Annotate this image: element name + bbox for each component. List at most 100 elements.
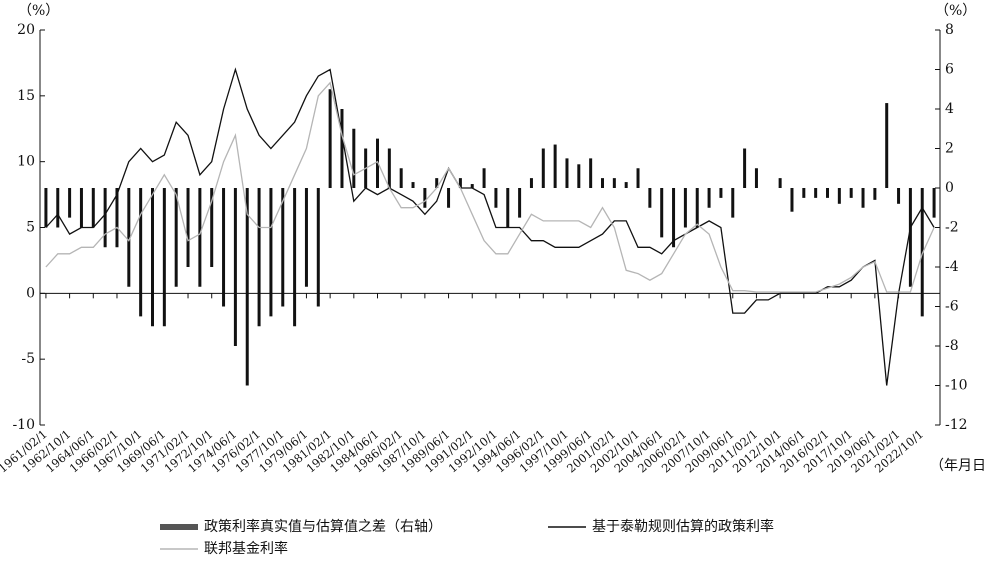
y2-tick-label: -10 xyxy=(945,378,968,394)
bar xyxy=(435,178,439,188)
bar xyxy=(589,158,593,188)
bar xyxy=(103,188,107,248)
bar xyxy=(648,188,652,208)
bar xyxy=(683,188,687,228)
bar xyxy=(897,188,901,204)
y2-tick-label: 6 xyxy=(945,62,954,78)
bar xyxy=(731,188,735,218)
bar xyxy=(814,188,818,198)
bar xyxy=(198,188,202,287)
bar xyxy=(316,188,320,307)
bar xyxy=(672,188,676,248)
bar xyxy=(44,188,48,228)
bar xyxy=(885,103,889,188)
y2-tick-label: 4 xyxy=(945,101,954,117)
y2-tick-label: 8 xyxy=(945,22,954,38)
bar xyxy=(506,188,510,228)
legend-label: 联邦基金利率 xyxy=(204,540,288,557)
bar xyxy=(577,164,581,188)
bar xyxy=(352,128,356,188)
bar xyxy=(541,148,545,188)
bar xyxy=(79,188,83,228)
y2-tick-label: 0 xyxy=(945,180,954,196)
bar xyxy=(68,188,72,218)
bar xyxy=(91,188,95,228)
bar xyxy=(162,188,166,327)
bar xyxy=(553,144,557,188)
y2-unit: （%） xyxy=(935,3,976,19)
x-unit: （年月日 xyxy=(930,458,986,474)
bar xyxy=(174,188,178,287)
bar xyxy=(139,188,143,317)
bar xyxy=(447,188,451,208)
y-tick-label: 10 xyxy=(17,154,35,170)
bar xyxy=(565,158,569,188)
bar xyxy=(269,188,273,317)
bar xyxy=(387,148,391,188)
bar xyxy=(826,188,829,198)
bar xyxy=(293,188,297,327)
bar xyxy=(636,168,640,188)
y-tick-label: 0 xyxy=(26,285,35,301)
bar xyxy=(411,182,415,188)
bar xyxy=(210,188,214,267)
bar xyxy=(115,188,119,248)
bar xyxy=(743,148,747,188)
bar xyxy=(470,184,474,188)
legend-label: 政策利率真实值与估算值之差（右轴） xyxy=(204,518,442,535)
bar xyxy=(186,188,190,267)
y2-tick-label: -2 xyxy=(945,220,959,236)
bar xyxy=(849,188,853,198)
bar xyxy=(281,188,285,307)
line xyxy=(45,81,935,293)
y2-tick-label: 2 xyxy=(945,141,954,157)
bar xyxy=(624,182,628,188)
bar xyxy=(612,178,616,188)
bar xyxy=(529,178,533,188)
bar xyxy=(399,168,403,188)
y-unit: （%） xyxy=(18,3,59,19)
bar xyxy=(802,188,806,198)
bar xyxy=(56,188,60,228)
y-tick-label: -10 xyxy=(12,417,35,433)
bar xyxy=(257,188,261,327)
bar xyxy=(458,178,462,188)
bar xyxy=(719,188,723,198)
y-tick-label: 15 xyxy=(17,88,35,104)
bar xyxy=(222,188,226,307)
bar xyxy=(778,178,782,188)
bar xyxy=(932,188,936,218)
bar xyxy=(423,188,427,208)
bar xyxy=(837,188,841,204)
bar xyxy=(482,168,486,188)
bar xyxy=(601,178,604,188)
bar xyxy=(908,188,912,287)
bar xyxy=(376,138,379,188)
y2-tick-label: -12 xyxy=(945,417,968,433)
bar xyxy=(340,109,344,188)
bar xyxy=(127,188,131,287)
line xyxy=(45,67,935,386)
bar xyxy=(233,188,237,346)
bar xyxy=(304,188,308,287)
bar xyxy=(695,188,699,228)
bar xyxy=(245,188,249,386)
bar xyxy=(518,188,522,218)
legend-label: 基于泰勒规则估算的政策利率 xyxy=(592,518,774,535)
bar xyxy=(494,188,498,208)
y2-tick-label: -8 xyxy=(945,338,959,354)
y-tick-label: 20 xyxy=(17,22,35,38)
bar xyxy=(861,188,865,208)
bar xyxy=(790,188,794,212)
y-tick-label: -5 xyxy=(21,351,35,367)
y2-tick-label: -6 xyxy=(945,299,959,315)
bar xyxy=(707,188,711,208)
bar xyxy=(328,89,332,188)
bar xyxy=(873,188,877,200)
bar xyxy=(151,188,154,327)
y-tick-label: 5 xyxy=(26,220,35,236)
y2-tick-label: -4 xyxy=(945,259,959,275)
bar xyxy=(660,188,664,238)
bar xyxy=(754,168,758,188)
